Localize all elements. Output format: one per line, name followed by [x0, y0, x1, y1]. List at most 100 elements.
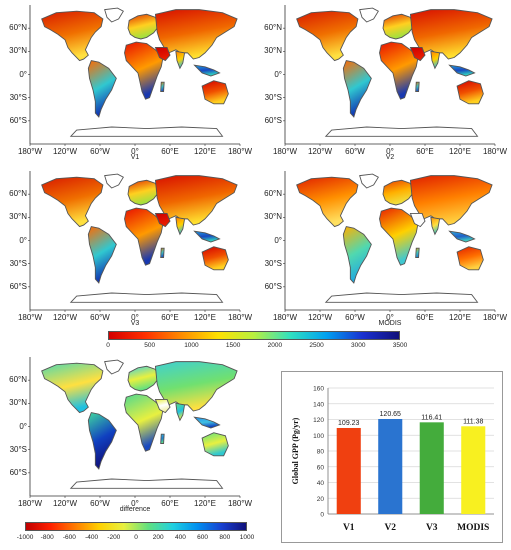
lon-label: 180°W — [227, 313, 253, 322]
land-australia — [202, 433, 228, 456]
land-seasia — [450, 65, 475, 76]
y-tick-label: 0 — [320, 512, 324, 519]
land-australia — [457, 81, 483, 104]
lat-label: 60°N — [9, 375, 27, 385]
lon-label: 60°E — [161, 499, 179, 508]
lon-label: 120°E — [449, 147, 471, 156]
bar-data-label: 109.23 — [338, 420, 360, 427]
land-madagascar — [416, 248, 420, 257]
panel-caption-v1: V1 — [130, 154, 140, 161]
lon-label: 180°W — [17, 499, 43, 508]
bar-v2 — [378, 418, 403, 514]
land-samerica — [88, 227, 116, 283]
land-masses — [297, 174, 492, 302]
lon-label: 120°W — [52, 147, 78, 156]
map-panel-v3: 60°N 30°N 0° 30°S 60°S 180°W 120°W 60°W 0° 60°E 12… — [0, 166, 252, 327]
lat-label: 60°S — [9, 115, 27, 125]
bar-v1 — [336, 427, 361, 514]
lat-label: 30°S — [264, 92, 282, 102]
land-india — [176, 217, 185, 234]
lon-label: 180°W — [482, 313, 508, 322]
x-category-label: V1 — [343, 523, 355, 533]
bar-data-label: 111.38 — [463, 418, 483, 425]
lon-label: 0° — [131, 313, 139, 322]
lon-label: 180°W — [482, 147, 508, 156]
lat-label: 60°N — [264, 189, 282, 199]
lon-label: 120°W — [52, 313, 78, 322]
land-masses — [42, 174, 237, 302]
land-europe — [128, 366, 158, 391]
land-arabia — [155, 47, 170, 60]
map-panel-difference: 60°N 30°N 0° 30°S 60°S 180°W 120°W 60°W 0° 60°E 12… — [0, 352, 252, 513]
lon-label: 120°E — [449, 313, 471, 322]
land-antarctica — [71, 127, 223, 136]
y-tick-label: 120 — [313, 417, 324, 424]
land-samerica — [88, 61, 116, 117]
diff-colorbar-tick-label: 200 — [152, 534, 164, 541]
land-india — [176, 403, 185, 420]
lon-label: 60°W — [345, 313, 365, 322]
land-namerica — [297, 177, 358, 226]
lon-label: 180°W — [227, 147, 253, 156]
land-europe — [383, 14, 413, 39]
diff-colorbar-tick-label: 600 — [197, 534, 209, 541]
lon-label: 0° — [386, 313, 394, 322]
diff-colorbar-gradient — [25, 522, 247, 531]
land-africa — [380, 208, 419, 265]
land-greenland — [360, 8, 379, 22]
lon-label: 60°W — [90, 499, 110, 508]
bar-modis — [461, 426, 486, 514]
diff-colorbar-tick-label: 0 — [134, 534, 138, 541]
lat-label: 30°N — [9, 398, 27, 408]
land-antarctica — [326, 293, 478, 302]
diff-colorbar-tick-label: -600 — [62, 534, 76, 541]
lat-label: 30°N — [9, 46, 27, 56]
y-tick-label: 100 — [313, 433, 324, 440]
lat-label: 30°S — [9, 258, 27, 268]
gpp-colorbar-gradient — [108, 331, 400, 340]
land-africa — [125, 394, 164, 451]
y-tick-label: 140 — [313, 401, 324, 408]
land-namerica — [42, 11, 103, 60]
lon-label: 0° — [131, 147, 139, 156]
land-masses — [42, 360, 237, 488]
y-tick-label: 60 — [317, 464, 325, 471]
land-seasia — [195, 65, 220, 76]
land-seasia — [195, 417, 220, 428]
lon-label: 120°E — [194, 499, 216, 508]
lat-label: 0° — [19, 421, 27, 431]
lon-label: 180°W — [17, 147, 43, 156]
x-category-label: V3 — [426, 523, 438, 533]
land-antarctica — [71, 479, 223, 488]
land-samerica — [88, 413, 116, 469]
lat-label: 30°S — [9, 92, 27, 102]
panel-caption-difference: difference — [119, 506, 151, 513]
lat-label: 60°S — [9, 467, 27, 477]
land-seasia — [450, 231, 475, 242]
land-australia — [202, 247, 228, 270]
diff-colorbar-tick-label: 1000 — [239, 534, 255, 541]
land-europe — [128, 180, 158, 205]
map-v3 — [28, 171, 241, 312]
lat-label: 0° — [19, 69, 27, 79]
lat-label: 30°N — [9, 212, 27, 222]
land-europe — [383, 180, 413, 205]
lon-label: 60°E — [416, 147, 434, 156]
land-africa — [125, 42, 164, 99]
lon-label: 0° — [131, 499, 139, 508]
land-madagascar — [416, 82, 420, 91]
gpp-colorbar-tick-label: 1500 — [225, 342, 241, 349]
bar-v3 — [419, 422, 444, 514]
lat-label: 60°S — [9, 281, 27, 291]
lon-label: 180°W — [227, 499, 253, 508]
land-namerica — [42, 363, 103, 412]
diff-colorbar-tick-label: -800 — [40, 534, 54, 541]
lat-label: 30°N — [264, 46, 282, 56]
lon-label: 180°W — [272, 313, 298, 322]
land-antarctica — [326, 127, 478, 136]
lon-label: 60°W — [345, 147, 365, 156]
map-modis — [283, 171, 496, 312]
bar-data-label: 120.65 — [380, 411, 402, 418]
gpp-bar-chart-frame: 0 20 40 60 80 100 120 140 160 109.23 V1 120.65 V2 116… — [281, 371, 503, 543]
lon-label: 180°W — [272, 147, 298, 156]
